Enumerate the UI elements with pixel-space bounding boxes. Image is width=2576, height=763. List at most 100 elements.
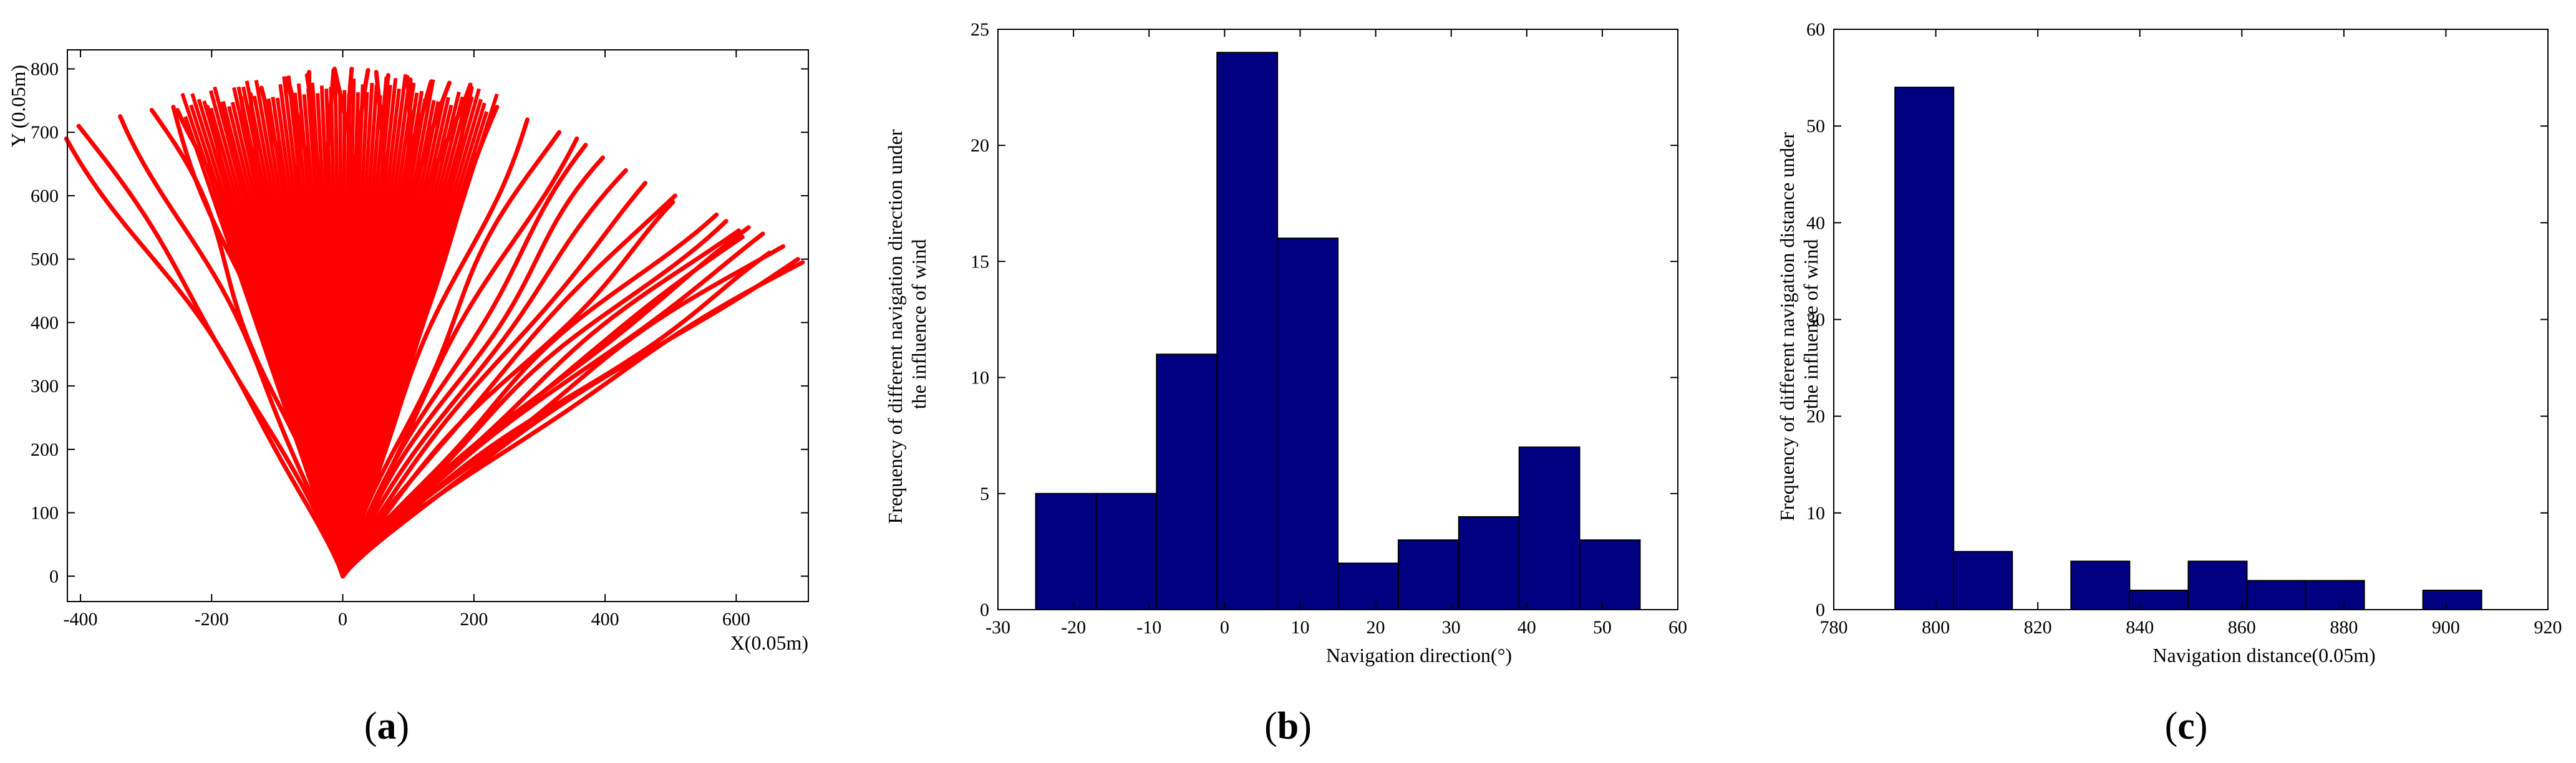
histogram-bar [1518, 446, 1581, 610]
histogram-bar [1035, 492, 1097, 610]
x-tick-label: 800 [1922, 617, 1950, 638]
y-tick-label: 25 [971, 19, 989, 40]
histogram-bar [1337, 562, 1399, 611]
y-tick-label: 60 [1806, 19, 1825, 40]
x-tick-label: 0 [1220, 617, 1229, 638]
trajectory-line [341, 130, 562, 578]
y-tick-label: 100 [31, 503, 59, 524]
panel-c-distance-histogram: 780 800 820 840 860 880 900 920 0 10 20 30 40 50 60 N… [1776, 19, 2562, 747]
y-tick-label: 20 [1806, 406, 1825, 427]
trajectory-line [341, 225, 751, 578]
y-tick-label: 300 [31, 376, 59, 396]
panel-b-y-axis-label-line2: the influence of wind [908, 239, 930, 410]
panel-b-x-ticks: -30 -20 -10 0 10 20 30 40 50 60 [985, 29, 1687, 638]
panel-a-label: (a) [364, 705, 409, 747]
histogram-bar [1953, 550, 2013, 611]
y-tick-label: 30 [1806, 310, 1825, 330]
histogram-bar [2246, 580, 2307, 611]
x-tick-label: 400 [591, 609, 619, 630]
trajectory-line [341, 93, 499, 577]
y-tick-label: 200 [31, 439, 59, 460]
x-tick-label: -400 [64, 609, 98, 630]
panel-c-y-axis-label-line1: Frequency of different navigation distan… [1776, 132, 1798, 521]
y-tick-label: 0 [49, 566, 59, 587]
histogram-bar [1458, 516, 1520, 610]
x-tick-label: 840 [2126, 617, 2154, 638]
panel-a-x-ticks: -400 -200 0 200 400 600 [64, 50, 750, 630]
x-tick-label: -20 [1061, 617, 1086, 638]
x-tick-label: 10 [1290, 617, 1309, 638]
histogram-bar [1579, 539, 1641, 611]
x-tick-label: 0 [338, 609, 347, 630]
trajectory-line [341, 199, 675, 578]
y-tick-label: 400 [31, 312, 59, 333]
histogram-bar [1277, 238, 1339, 611]
histogram-bar [2129, 589, 2189, 611]
trajectory-line [341, 213, 719, 578]
panel-c-y-ticks: 0 10 20 30 40 50 60 [1806, 19, 2548, 620]
x-tick-label: 30 [1442, 617, 1461, 638]
trajectory-line [341, 181, 647, 578]
panel-a-x-axis-label: X(0.05m) [730, 631, 808, 654]
y-tick-label: 700 [31, 122, 59, 143]
histogram-bar [2070, 560, 2131, 611]
x-tick-label: 200 [460, 609, 488, 630]
trajectory-line [341, 260, 805, 578]
y-tick-label: 0 [1816, 600, 1825, 620]
histogram-bar [1095, 492, 1158, 610]
trajectory-lines [64, 67, 805, 578]
x-tick-label: 50 [1593, 617, 1612, 638]
x-tick-label: 600 [722, 609, 750, 630]
panel-b-y-axis-label-line1: Frequency of different navigation direct… [884, 129, 906, 524]
x-tick-label: -30 [985, 617, 1010, 638]
panel-c-label: (c) [2165, 705, 2208, 747]
panel-a-y-ticks: 0 100 200 300 400 500 600 700 800 [31, 59, 808, 587]
x-tick-label: 40 [1518, 617, 1536, 638]
panel-c-y-axis-label: Frequency of different navigation distan… [1776, 127, 1822, 521]
histogram-bar [1216, 52, 1279, 611]
y-tick-label: 600 [31, 186, 59, 206]
y-tick-label: 5 [980, 484, 989, 504]
panel-b-plot-frame [997, 29, 1678, 610]
trajectory-line [341, 155, 605, 578]
x-tick-label: 900 [2432, 617, 2460, 638]
panel-b-label: (b) [1264, 705, 1312, 747]
panel-c-y-axis-label-line2: the influence of wind [1799, 239, 1822, 410]
panel-b-y-axis-label: Frequency of different navigation direct… [884, 125, 930, 524]
y-tick-label: 0 [980, 600, 989, 620]
y-tick-label: 50 [1806, 116, 1825, 137]
x-tick-label: 780 [1820, 617, 1848, 638]
x-tick-label: 880 [2330, 617, 2358, 638]
y-tick-label: 40 [1806, 213, 1825, 233]
x-tick-label: 820 [2024, 617, 2052, 638]
panel-c-histogram-bars [1894, 87, 2482, 611]
y-tick-label: 10 [1806, 503, 1825, 524]
histogram-bar [1397, 539, 1460, 611]
histogram-bar [1894, 87, 1955, 611]
y-tick-label: 800 [31, 59, 59, 80]
y-tick-label: 15 [971, 251, 989, 272]
histogram-bar [2187, 560, 2248, 611]
panel-a-trajectory-plot: -400 -200 0 200 400 600 0 100 200 300 400 500 600 70… [7, 49, 809, 747]
panel-b-y-ticks: 0 5 10 15 20 25 [971, 19, 1678, 620]
panel-b-histogram-bars [1035, 52, 1641, 611]
trajectory-line [76, 123, 346, 578]
trajectory-line [341, 143, 588, 578]
panel-a-plot-frame [67, 49, 809, 602]
trajectory-line [341, 168, 628, 578]
panel-b-x-axis-label: Navigation direction(°) [1326, 644, 1512, 666]
x-tick-label: -200 [195, 609, 229, 630]
x-tick-label: 920 [2534, 617, 2562, 638]
panel-a-y-axis-label: Y (0.05m) [7, 65, 29, 147]
histogram-bar [1156, 353, 1218, 610]
histogram-bar [2422, 589, 2482, 611]
x-tick-label: -10 [1136, 617, 1161, 638]
x-tick-label: 60 [1668, 617, 1687, 638]
panel-b-direction-histogram: -30 -20 -10 0 10 20 30 40 50 60 0 5 10 15 20 25 Naviga… [884, 19, 1687, 747]
x-tick-label: 20 [1367, 617, 1385, 638]
x-tick-label: 860 [2228, 617, 2256, 638]
y-tick-label: 20 [971, 135, 989, 156]
histogram-bar [2305, 580, 2365, 611]
panel-c-x-axis-label: Navigation distance(0.05m) [2152, 644, 2375, 666]
